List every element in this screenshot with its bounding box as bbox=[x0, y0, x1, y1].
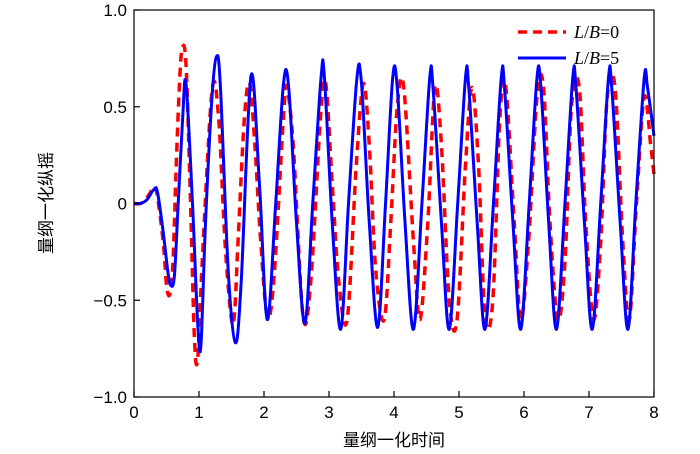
x-tick-label: 8 bbox=[649, 403, 658, 422]
x-tick-label: 3 bbox=[324, 403, 333, 422]
x-tick-label: 6 bbox=[519, 403, 528, 422]
legend-label-2: L/B=5 bbox=[573, 48, 619, 68]
y-tick-label: −1.0 bbox=[93, 388, 127, 407]
x-tick-label: 4 bbox=[389, 403, 398, 422]
legend: L/B=0 L/B=5 bbox=[518, 22, 619, 68]
y-tick-label: −0.5 bbox=[93, 291, 127, 310]
series-line-2 bbox=[133, 54, 656, 354]
x-tick-label: 1 bbox=[194, 403, 203, 422]
series-layer bbox=[133, 43, 656, 367]
legend-label-1: L/B=0 bbox=[573, 22, 619, 42]
x-axis-title: 量纲一化时间 bbox=[343, 431, 445, 451]
y-tick-label: 1.0 bbox=[103, 1, 127, 20]
series-line-1 bbox=[133, 43, 656, 367]
y-axis-title: 量纲一化纵摇 bbox=[37, 152, 57, 254]
y-tick-label: 0 bbox=[118, 195, 127, 214]
ticks-layer: 0 1 2 3 4 5 6 7 8 −1.0 −0.5 0 0.5 1.0 bbox=[93, 1, 658, 422]
x-tick-label: 5 bbox=[454, 403, 463, 422]
x-tick-label: 0 bbox=[129, 403, 138, 422]
x-tick-label: 2 bbox=[259, 403, 268, 422]
y-tick-label: 0.5 bbox=[103, 98, 127, 117]
x-tick-label: 7 bbox=[584, 403, 593, 422]
